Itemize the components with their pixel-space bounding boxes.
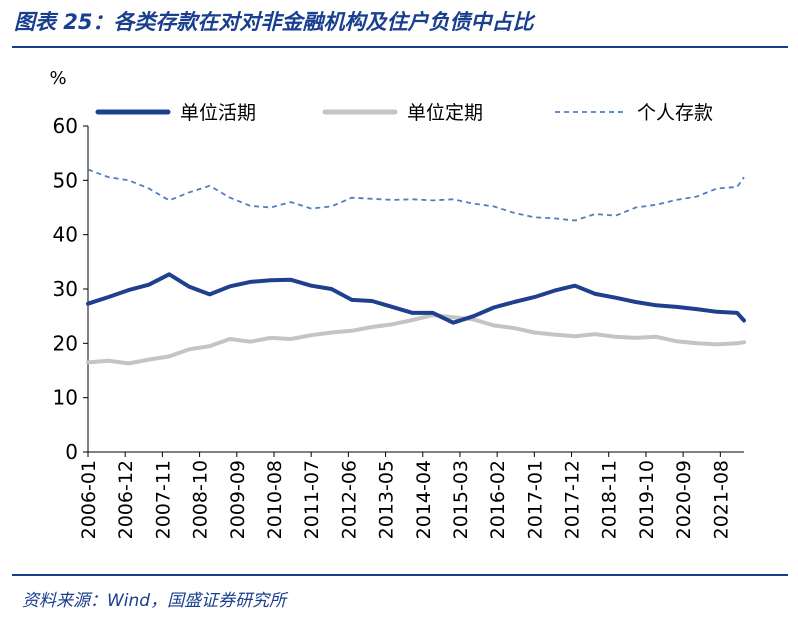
series-line-1 <box>86 272 746 325</box>
series-line-2 <box>86 313 746 366</box>
y-tick-label: 50 <box>53 168 78 192</box>
y-unit-label: % <box>49 68 66 89</box>
x-tick-label: 2010-08 <box>264 460 286 539</box>
x-tick-label: 2014-04 <box>413 460 435 539</box>
x-tick-label: 2017-01 <box>524 460 546 539</box>
source-note: 资料来源：Wind，国盛证券研究所 <box>22 591 287 611</box>
series-line-3 <box>87 168 745 222</box>
x-tick-label: 2006-12 <box>115 460 137 539</box>
legend-label-3: 个人存款 <box>637 102 713 124</box>
y-tick-label: 20 <box>53 331 78 355</box>
y-tick-label: 0 <box>65 440 78 464</box>
x-tick-label: 2007-11 <box>152 460 174 539</box>
x-tick-label: 2020-09 <box>673 460 695 539</box>
legend-label-2: 单位定期 <box>407 102 483 124</box>
x-tick-label: 2011-07 <box>301 460 323 539</box>
y-tick-label: 30 <box>53 277 78 301</box>
axes: 0 10 20 30 40 50 60 2006-01 2006-12 2007-11 2008-1… <box>53 114 744 539</box>
x-tick-label: 2018-11 <box>599 460 621 539</box>
x-tick-label: 2016-02 <box>487 460 509 539</box>
source-rule <box>12 574 788 576</box>
x-tick-label: 2013-05 <box>376 460 398 539</box>
title-rule <box>12 46 788 48</box>
x-tick-label: 2019-10 <box>636 460 658 539</box>
x-tick-label: 2006-01 <box>78 460 100 539</box>
y-tick-label: 60 <box>53 114 78 138</box>
x-tick-label: 2021-08 <box>710 460 732 539</box>
x-tick-label: 2009-09 <box>227 460 249 539</box>
legend: 单位活期 单位定期 个人存款 <box>95 102 713 124</box>
y-tick-label: 10 <box>53 386 78 410</box>
legend-label-1: 单位活期 <box>180 102 256 124</box>
x-tick-label: 2017-12 <box>562 460 584 539</box>
x-tick-label: 2015-03 <box>450 460 472 539</box>
series-layer <box>86 168 746 366</box>
figure-title: 图表 25：各类存款在对对非金融机构及住户负债中占比 <box>14 10 534 34</box>
x-tick-label: 2008-10 <box>190 460 212 539</box>
x-tick-label: 2012-06 <box>338 460 360 539</box>
y-tick-label: 40 <box>53 223 78 247</box>
